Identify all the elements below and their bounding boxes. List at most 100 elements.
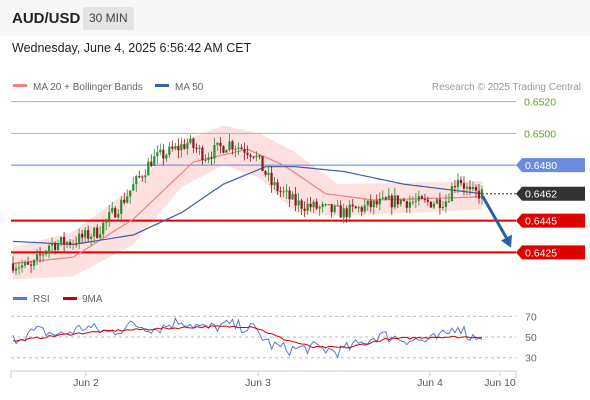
- candle: [132, 176, 135, 191]
- candle-body: [318, 207, 321, 209]
- x-tick-label-2: Jun 4: [417, 377, 443, 389]
- candle: [336, 199, 339, 207]
- candle: [234, 145, 237, 158]
- candle: [321, 201, 324, 213]
- candle-body: [213, 144, 216, 159]
- candle: [168, 142, 171, 158]
- candle-body: [23, 262, 27, 266]
- candle-body: [216, 142, 219, 145]
- candle: [363, 198, 366, 214]
- price-tag-0-6445: 0.6445: [516, 213, 585, 228]
- candle-body: [303, 208, 306, 211]
- candle: [216, 142, 219, 151]
- candle: [258, 155, 261, 160]
- candle-body: [47, 245, 51, 251]
- candle-body: [309, 203, 312, 208]
- price-tags: 0.6520 0.6500 0.6480 0.6462 0.6445 0.6425: [516, 97, 585, 260]
- candle: [180, 137, 183, 158]
- candle: [174, 142, 177, 151]
- candle: [366, 200, 369, 211]
- ma9-legend-swatch: [63, 297, 77, 300]
- price-tag-0-6425-bg: [516, 245, 585, 260]
- candle: [84, 227, 87, 244]
- candle: [123, 192, 126, 205]
- candle-body: [56, 243, 60, 251]
- candle: [318, 205, 321, 216]
- candle: [360, 205, 363, 217]
- candle: [351, 199, 354, 213]
- candle-body: [387, 195, 390, 200]
- candle: [396, 195, 399, 209]
- candle-body: [357, 207, 360, 209]
- candle: [372, 199, 375, 215]
- candle-body: [129, 190, 132, 197]
- candle: [87, 225, 90, 242]
- candle-body: [297, 200, 300, 206]
- candle: [78, 228, 81, 249]
- candle-body: [273, 182, 276, 186]
- candle: [17, 261, 21, 275]
- candle: [72, 239, 75, 250]
- candle-body: [234, 148, 237, 150]
- candle-body: [447, 201, 451, 203]
- candle-body: [468, 186, 472, 190]
- candle-body: [270, 172, 273, 186]
- candle-body: [438, 199, 442, 208]
- candle: [345, 205, 348, 223]
- candle-body: [351, 204, 354, 207]
- candle-body: [252, 156, 255, 158]
- candle-body: [69, 241, 72, 245]
- candle-body: [288, 190, 291, 200]
- candle: [120, 195, 123, 220]
- candle: [339, 200, 342, 218]
- rsi-tick-30: 30: [525, 353, 537, 365]
- candle-body: [291, 194, 294, 200]
- candle-body: [153, 156, 156, 166]
- candle: [35, 248, 39, 266]
- candle: [384, 196, 387, 201]
- candle-body: [327, 204, 330, 206]
- candle-body: [384, 197, 387, 200]
- candle: [177, 138, 180, 159]
- candle-body: [219, 142, 222, 147]
- candle: [50, 237, 54, 253]
- ma50-legend-swatch: [155, 84, 169, 87]
- candle-body: [96, 227, 99, 238]
- candle: [171, 140, 174, 152]
- projection-arrow-head: [501, 234, 512, 248]
- candle-body: [117, 213, 120, 218]
- candle: [276, 179, 279, 196]
- candle: [225, 149, 228, 153]
- candle-body: [17, 267, 21, 269]
- ma20-legend-swatch: [13, 84, 27, 87]
- price-tag-0-6480-bg: [516, 158, 585, 173]
- price-tag-0-6480-label: 0.6480: [525, 160, 557, 172]
- candle: [414, 193, 417, 208]
- candle: [114, 206, 117, 218]
- candle: [309, 196, 312, 212]
- candle-body: [444, 201, 448, 207]
- candle-body: [225, 150, 228, 153]
- candle-body: [459, 179, 463, 184]
- candle-body: [366, 200, 369, 206]
- candle-body: [462, 183, 466, 189]
- rsi-legend-swatch: [13, 297, 27, 300]
- candle: [342, 203, 345, 224]
- candle: [129, 190, 132, 204]
- candle: [408, 195, 411, 214]
- candle: [141, 174, 144, 182]
- timeframe-badge[interactable]: 30 MIN: [83, 7, 134, 30]
- candle: [75, 236, 78, 248]
- candle-body: [123, 199, 126, 203]
- candle-body: [339, 205, 342, 218]
- candle-body: [90, 236, 93, 239]
- candle: [333, 204, 336, 214]
- candle-body: [315, 201, 318, 209]
- candle-body: [50, 243, 54, 246]
- candle-body: [456, 179, 460, 187]
- candle-body: [432, 203, 435, 208]
- candle-body: [360, 207, 363, 212]
- candle: [327, 204, 330, 206]
- candle: [300, 198, 303, 216]
- candle-body: [186, 142, 189, 149]
